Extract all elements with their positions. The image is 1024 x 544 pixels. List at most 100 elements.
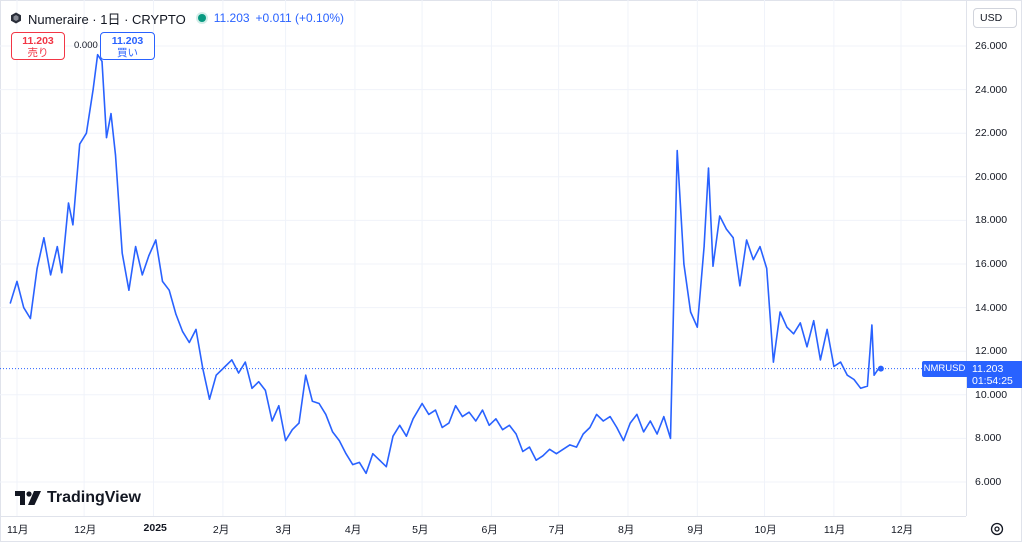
series-point — [833, 365, 835, 368]
series-point — [224, 365, 226, 368]
time-axis-label: 5月 — [412, 524, 429, 536]
series-point — [629, 422, 631, 424]
symbol-legend[interactable]: Numeraire · 1日 · CRYPTO 11.203 +0.011 (+… — [10, 9, 344, 27]
series-point — [258, 381, 260, 383]
series-point — [244, 361, 246, 363]
series-point — [405, 435, 407, 437]
series-point — [468, 411, 470, 413]
time-axis-label: 10月 — [754, 524, 777, 536]
sell-label: 売り — [27, 47, 49, 59]
series-point — [555, 453, 558, 455]
series-point — [202, 368, 204, 370]
price-axis[interactable] — [966, 0, 1022, 516]
header-price: 11.203 — [213, 11, 250, 25]
series-point — [135, 246, 137, 248]
series-point — [56, 246, 58, 248]
series-point — [251, 387, 253, 389]
series-point — [195, 328, 197, 330]
series-point — [589, 426, 591, 429]
price-axis-label: 18.000 — [975, 214, 1008, 227]
series-point — [421, 402, 423, 405]
symbol-title[interactable]: Numeraire · 1日 · CRYPTO — [28, 11, 186, 27]
time-axis-label: 7月 — [548, 524, 565, 536]
series-point — [182, 331, 184, 333]
series-point — [636, 413, 638, 415]
time-axis[interactable] — [0, 516, 966, 542]
gear-icon[interactable] — [988, 520, 1006, 538]
series-point — [690, 311, 692, 313]
series-point — [732, 237, 734, 239]
series-point — [860, 387, 862, 389]
buy-label: 買い — [117, 47, 138, 59]
series-point — [338, 440, 340, 442]
price-chart-plot[interactable] — [0, 0, 966, 516]
series-point — [318, 402, 320, 405]
time-axis-label: 11月 — [823, 524, 846, 536]
series-point — [85, 132, 87, 134]
series-point — [50, 274, 52, 276]
series-point — [278, 405, 280, 407]
series-point — [582, 433, 584, 435]
series-point — [155, 239, 157, 241]
series-point — [739, 285, 741, 287]
series-point — [215, 374, 217, 376]
series-point — [92, 89, 94, 91]
series-point — [649, 420, 651, 422]
series-point — [853, 378, 855, 381]
series-point — [188, 341, 190, 344]
market-status-dot — [197, 14, 206, 22]
series-point — [79, 143, 81, 145]
series-point — [522, 450, 524, 453]
price-axis-label: 12.000 — [975, 345, 1008, 358]
series-point — [643, 431, 645, 433]
current-price-value: 11.203 — [972, 363, 1004, 375]
series-point — [871, 324, 873, 326]
series-point — [779, 311, 781, 313]
series-point — [596, 413, 598, 415]
series-point — [846, 374, 848, 376]
series-point — [325, 413, 327, 415]
series-point — [669, 437, 672, 439]
buy-button[interactable]: 11.203 買い — [100, 32, 155, 60]
series-point — [725, 228, 728, 230]
series-point — [365, 472, 367, 474]
currency-selector[interactable]: USD — [973, 8, 1017, 28]
series-point — [43, 237, 45, 239]
time-axis-label: 8月 — [617, 524, 635, 536]
series-point — [358, 461, 360, 463]
series-point — [819, 359, 822, 361]
series-point — [707, 167, 710, 169]
series-point — [345, 453, 347, 455]
price-axis-label: 20.000 — [975, 170, 1008, 183]
series-point — [36, 267, 38, 269]
series-point — [141, 274, 143, 276]
series-point — [208, 398, 211, 400]
time-axis-label: 2025 — [143, 522, 167, 534]
series-point — [703, 246, 705, 248]
series-point — [110, 113, 112, 115]
series-point — [385, 466, 387, 468]
series-point — [542, 455, 544, 457]
last-price-point — [877, 365, 884, 372]
series-point — [412, 418, 414, 420]
sell-button[interactable]: 11.203 売り — [11, 32, 65, 60]
series-point — [799, 322, 801, 324]
series-point — [528, 446, 531, 448]
series-point — [238, 372, 240, 374]
price-axis-label: 24.000 — [975, 83, 1008, 96]
series-point — [569, 444, 571, 446]
series-point — [305, 374, 307, 376]
series-point — [656, 433, 658, 435]
series-point — [121, 252, 123, 254]
series-point — [352, 464, 354, 466]
tradingview-logo[interactable]: TradingView — [15, 489, 141, 507]
series-point — [549, 448, 551, 450]
series-points — [9, 54, 882, 474]
series-point — [746, 239, 748, 241]
series-point — [455, 405, 457, 407]
series-point — [508, 424, 510, 426]
series-point — [271, 420, 273, 422]
price-axis-label: 14.000 — [975, 301, 1008, 314]
series-point — [311, 400, 313, 402]
time-axis-label: 12月 — [891, 524, 914, 536]
